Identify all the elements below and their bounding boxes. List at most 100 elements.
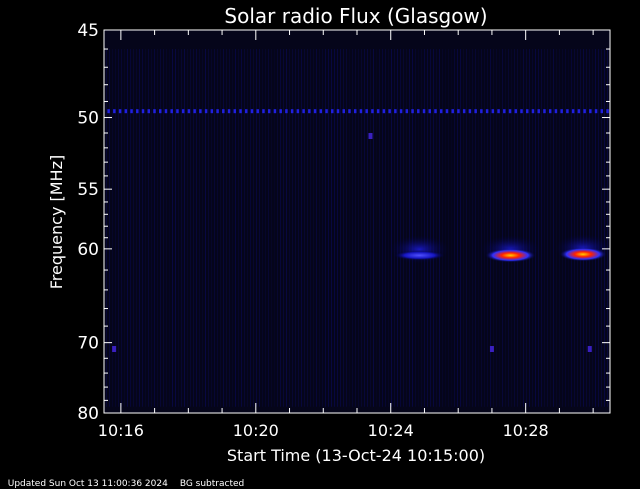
noise-streak (247, 49, 248, 407)
noise-streak (580, 49, 581, 407)
noise-streak (280, 49, 281, 407)
noise-streak (226, 49, 227, 407)
x-axis-label: Start Time (13-Oct-24 10:15:00) (227, 446, 485, 465)
band-dash (256, 109, 259, 114)
band-dash (239, 109, 242, 114)
noise-streak (400, 49, 401, 407)
band-dash (204, 109, 208, 114)
noise-streak (298, 49, 299, 407)
band-dash (434, 109, 437, 114)
noise-streak (190, 49, 191, 407)
band-dash (411, 109, 414, 114)
noise-streak (391, 49, 392, 407)
noise-streak (109, 49, 110, 407)
band-dash (245, 109, 248, 114)
noise-streak (277, 49, 278, 407)
band-dash (583, 109, 586, 114)
noise-streak (250, 49, 251, 407)
noise-streak (118, 49, 119, 407)
band-dash (405, 109, 409, 114)
noise-streak (487, 49, 488, 407)
band-dash (365, 109, 368, 114)
x-tick-label: 10:20 (233, 421, 279, 440)
noise-streak (202, 49, 203, 407)
noise-streak (484, 49, 485, 407)
noise-streak (373, 49, 374, 407)
noise-streak (529, 49, 530, 407)
band-dash (319, 109, 323, 114)
band-dash (342, 109, 345, 114)
noise-streak (127, 49, 128, 407)
band-dash (491, 109, 495, 114)
noise-streak (508, 49, 509, 407)
noise-streak (115, 49, 116, 407)
signal-marks (107, 109, 611, 353)
noise-streak (271, 49, 272, 407)
noise-streak (235, 49, 236, 407)
band-dash (222, 109, 225, 114)
noise-streak (199, 49, 200, 407)
noise-streak (514, 49, 515, 407)
noise-streak (163, 49, 164, 407)
noise-streak (466, 49, 467, 407)
noise-streak (565, 49, 566, 407)
noise-streak (547, 49, 548, 407)
noise-streak (145, 49, 146, 407)
band-dash (348, 109, 351, 114)
noise-streak (196, 49, 197, 407)
noise-streak (370, 49, 371, 407)
noise-streak (322, 49, 323, 407)
y-tick-label: 70 (77, 334, 99, 354)
noise-streak (544, 49, 545, 407)
plot-background (104, 30, 610, 413)
noise-streak (532, 49, 533, 407)
noise-streak (364, 49, 365, 407)
noise-streak (451, 49, 452, 407)
noise-streak (187, 49, 188, 407)
band-dash (250, 109, 254, 114)
noise-streak (562, 49, 563, 407)
signal-spot (489, 346, 494, 353)
noise-streak (310, 49, 311, 407)
noise-streak (577, 49, 578, 407)
noise-streak (232, 49, 233, 407)
noise-streak (376, 49, 377, 407)
noise-streak (439, 49, 440, 407)
noise-streak (427, 49, 428, 407)
y-axis-label: Frequency [MHz] (47, 155, 66, 289)
noise-streak (499, 49, 500, 407)
band-dash (118, 109, 122, 114)
noise-streak (418, 49, 419, 407)
noise-streak (541, 49, 542, 407)
band-dash (566, 109, 569, 114)
noise-streak (409, 49, 410, 407)
band-dash (176, 109, 179, 114)
band-dash (394, 109, 397, 114)
noise-streak (124, 49, 125, 407)
noise-streak (523, 49, 524, 407)
noise-streak (316, 49, 317, 407)
noise-streak (568, 49, 569, 407)
noise-streak (121, 49, 122, 407)
noise-streak (445, 49, 446, 407)
noise-streak (262, 49, 263, 407)
noise-streak (172, 49, 173, 407)
noise-streak (214, 49, 215, 407)
band-dash (233, 109, 237, 114)
noise-streak (571, 49, 572, 407)
band-dash (537, 109, 540, 114)
band-dash (445, 109, 449, 114)
noise-streak (604, 49, 605, 407)
band-dash (124, 109, 128, 114)
background-noise (106, 49, 608, 407)
band-dash (107, 109, 110, 114)
noise-streak (412, 49, 413, 407)
noise-streak (244, 49, 245, 407)
band-dash (571, 109, 575, 114)
noise-streak (556, 49, 557, 407)
band-dash (336, 109, 340, 114)
y-tick-label: 45 (77, 21, 99, 41)
x-axis: 10:16 10:20 10:24 10:28 (98, 30, 594, 440)
band-dash (520, 109, 523, 114)
band-dash (589, 109, 592, 114)
